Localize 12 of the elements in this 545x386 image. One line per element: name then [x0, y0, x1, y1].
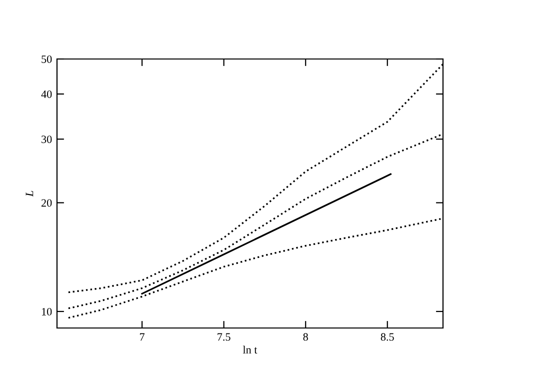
x-tick-label: 8.5 — [380, 333, 394, 341]
y-tick-label: 10 — [42, 308, 52, 316]
y-axis-title: L — [26, 190, 34, 197]
y-tick-label: 40 — [41, 90, 52, 98]
x-tick-label: 7 — [140, 333, 145, 341]
y-tick-label: 20 — [42, 199, 52, 207]
x-axis-title: ln t — [242, 346, 258, 354]
x-tick-label: 7.5 — [218, 333, 230, 341]
y-tick-label: 50 — [42, 55, 52, 63]
y-tick-label: 30 — [42, 136, 52, 144]
x-tick-label: 8 — [303, 333, 308, 341]
line-series — [68, 133, 443, 310]
